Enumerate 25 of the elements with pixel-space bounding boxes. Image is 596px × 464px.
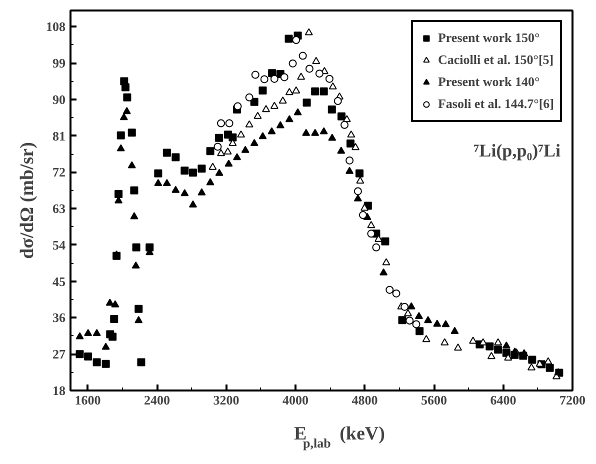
y-tick-label: 18 <box>52 383 66 398</box>
legend-label: Fasoli et al. 144.7°[6] <box>438 95 554 113</box>
x-tick-label: 6400 <box>490 392 516 408</box>
x-tick-label: 1600 <box>74 392 101 408</box>
legend-label: Present work 140° <box>438 73 540 91</box>
annotation: ⁷Li(p,p₀)⁷Li <box>474 140 561 160</box>
x-tick-label: 3200 <box>213 392 240 408</box>
x-tick-label: 2400 <box>144 392 170 408</box>
y-tick-label: 54 <box>52 237 66 252</box>
y-tick-label: 27 <box>52 346 66 362</box>
y-tick-label: 108 <box>46 19 66 34</box>
y-tick-label: 72 <box>52 164 66 180</box>
x-tick-label: 4800 <box>352 392 378 408</box>
y-tick-label: 99 <box>52 56 66 71</box>
y-axis-title: dσ/dΩ (mb/sr) <box>17 142 38 259</box>
y-tick-label: 81 <box>52 128 66 144</box>
x-tick-label: 7200 <box>560 392 586 408</box>
x-tick-label: 4000 <box>282 392 309 408</box>
legend-label: Caciolli et al. 150°[5] <box>438 51 554 69</box>
y-tick-label: 63 <box>52 201 66 216</box>
x-tick-label: 5600 <box>421 392 448 408</box>
legend-label: Present work 150° <box>438 29 540 47</box>
y-tick-label: 45 <box>52 274 66 289</box>
y-tick-label: 90 <box>52 92 66 107</box>
y-tick-label: 36 <box>52 310 66 326</box>
